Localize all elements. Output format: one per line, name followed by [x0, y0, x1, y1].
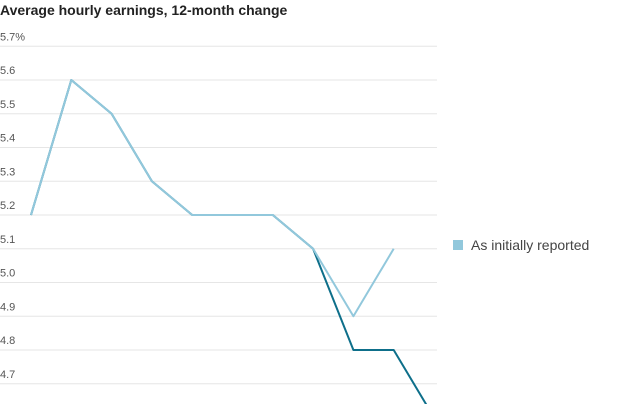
legend-swatch	[453, 240, 463, 250]
y-tick-label: 4.9	[0, 301, 15, 313]
y-tick-label: 4.8	[0, 335, 15, 347]
series-line	[30, 79, 395, 318]
legend-label: As initially reported	[471, 237, 589, 253]
y-tick-label: 5.7%	[0, 31, 25, 43]
y-tick-label: 5.3	[0, 166, 15, 178]
chart-title: Average hourly earnings, 12-month change	[0, 2, 288, 18]
y-tick-label: 5.2	[0, 200, 15, 212]
y-tick-label: 5.0	[0, 268, 15, 280]
y-tick-label: 5.5	[0, 99, 15, 111]
y-tick-label: 5.1	[0, 234, 15, 246]
y-tick-label: 5.6	[0, 65, 15, 77]
y-tick-label: 4.7	[0, 369, 15, 381]
y-tick-label: 5.4	[0, 133, 15, 145]
series-line	[30, 79, 428, 404]
plot-area	[30, 79, 428, 404]
